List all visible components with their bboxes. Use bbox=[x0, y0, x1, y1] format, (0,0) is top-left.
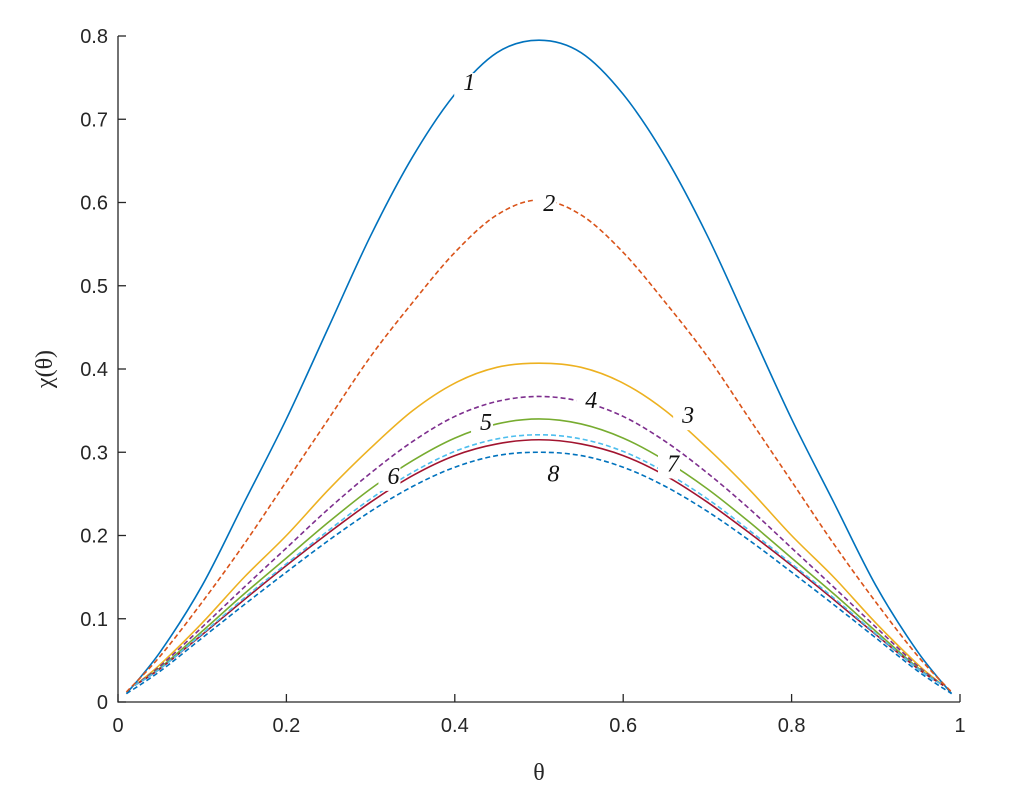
series-2-line bbox=[125, 199, 953, 693]
y-tick-label: 0.2 bbox=[80, 526, 108, 548]
curve-label-knockout bbox=[454, 73, 477, 98]
series-7-line bbox=[134, 433, 944, 687]
axes: 0 0.2 0.4 0.6 0.8 1 0 0.1 0.2 0.3 0.4 0.5 0.6 0.7 0.8 bbox=[80, 26, 965, 737]
y-tick-label: 0.4 bbox=[80, 359, 108, 381]
y-tick-label: 0 bbox=[97, 692, 108, 714]
axis-lines bbox=[117, 36, 960, 703]
series-8-line bbox=[125, 451, 953, 695]
y-tick-label: 0.7 bbox=[80, 109, 108, 131]
x-tick-label: 1 bbox=[954, 715, 965, 737]
y-tick-label: 0.3 bbox=[80, 442, 108, 464]
x-tick-label: 0.6 bbox=[609, 715, 637, 737]
x-tick-label: 0.4 bbox=[441, 715, 469, 737]
curve-label-5: 5 bbox=[480, 410, 492, 436]
curve-label-knockout bbox=[576, 391, 599, 416]
y-tick-label: 0.8 bbox=[80, 26, 108, 48]
series-3-line bbox=[134, 362, 944, 686]
series-group bbox=[125, 39, 953, 695]
curve-label-knockout bbox=[378, 466, 401, 491]
y-tick-label: 0.5 bbox=[80, 276, 108, 298]
curve-label-7: 7 bbox=[667, 451, 680, 477]
series-5-line bbox=[134, 418, 944, 687]
curve-label-4: 4 bbox=[585, 388, 597, 414]
curve-label-2: 2 bbox=[543, 191, 555, 217]
curve-label-3: 3 bbox=[681, 403, 694, 429]
curve-label-knockout bbox=[673, 406, 696, 431]
curve-labels: 1 2 3 4 5 6 7 8 bbox=[378, 70, 696, 491]
curve-label-knockout bbox=[534, 193, 557, 218]
series-4-line bbox=[134, 395, 944, 686]
y-tick-label: 0.1 bbox=[80, 609, 108, 631]
curve-label-6: 6 bbox=[387, 464, 399, 490]
x-tick-label: 0 bbox=[112, 715, 123, 737]
curve-label-knockout bbox=[538, 464, 561, 489]
curve-label-1: 1 bbox=[463, 70, 475, 96]
x-axis-label: θ bbox=[533, 760, 545, 786]
y-tick-label: 0.6 bbox=[80, 193, 108, 215]
x-tick-label: 0.8 bbox=[778, 715, 806, 737]
series-1-line bbox=[125, 39, 953, 695]
curve-label-knockout bbox=[657, 454, 680, 479]
curve-label-knockout bbox=[471, 412, 494, 437]
x-tick-label: 0.2 bbox=[272, 715, 300, 737]
series-6-line bbox=[134, 438, 944, 687]
y-axis-label: χ(θ) bbox=[32, 350, 58, 389]
curve-label-8: 8 bbox=[547, 461, 559, 487]
